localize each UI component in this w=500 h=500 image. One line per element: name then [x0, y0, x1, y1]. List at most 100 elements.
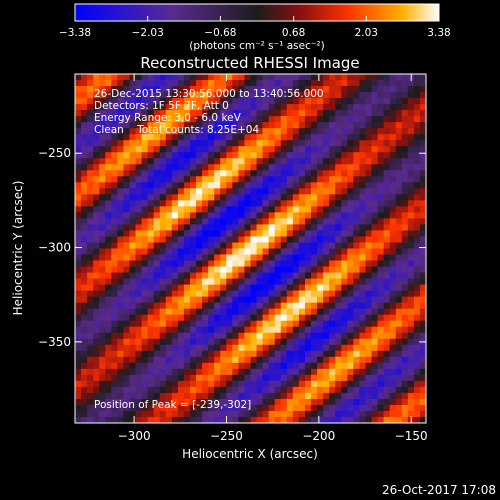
heatmap-cell [147, 404, 155, 412]
heatmap-cell [274, 122, 282, 129]
heatmap-cell [129, 290, 137, 298]
heatmap-cell [214, 188, 221, 195]
heatmap-cell [256, 170, 264, 177]
heatmap-cell [75, 284, 82, 292]
heatmap-cell [153, 140, 161, 147]
heatmap-cell [147, 92, 155, 99]
heatmap-cell [304, 176, 312, 183]
heatmap-cell [250, 278, 258, 286]
heatmap-cell [419, 218, 426, 226]
heatmap-cell [189, 356, 197, 364]
heatmap-cell [87, 80, 94, 87]
heatmap-cell [256, 218, 264, 226]
heatmap-cell [359, 326, 367, 334]
heatmap-cell [383, 248, 391, 256]
heatmap-cell [389, 152, 397, 159]
heatmap-cell [401, 176, 409, 183]
heatmap-cell [129, 380, 137, 388]
heatmap-cell [353, 92, 361, 99]
heatmap-cell [377, 260, 385, 268]
heatmap-cell [304, 122, 312, 129]
heatmap-cell [238, 206, 246, 213]
heatmap-cell [129, 392, 137, 400]
heatmap-cell [183, 338, 191, 346]
heatmap-cell [323, 170, 330, 177]
heatmap-cell [335, 380, 342, 388]
heatmap-cell [232, 374, 239, 382]
heatmap-cell [159, 410, 167, 418]
heatmap-cell [353, 236, 361, 244]
heatmap-cell [280, 314, 288, 322]
heatmap-cell [214, 140, 221, 147]
heatmap-cell [250, 98, 258, 105]
heatmap-cell [383, 158, 391, 165]
heatmap-cell [286, 212, 294, 220]
heatmap-cell [280, 218, 288, 226]
heatmap-cell [232, 140, 239, 147]
heatmap-cell [135, 212, 143, 220]
heatmap-cell [383, 194, 391, 201]
heatmap-cell [292, 374, 300, 382]
heatmap-cell [407, 302, 415, 310]
heatmap-cell [341, 194, 348, 201]
heatmap-cell [389, 230, 397, 238]
heatmap-cell [226, 308, 233, 316]
heatmap-cell [395, 134, 403, 141]
heatmap-cell [329, 332, 336, 340]
heatmap-cell [171, 176, 179, 183]
heatmap-cell [353, 194, 361, 201]
heatmap-cell [111, 200, 118, 207]
heatmap-cell [135, 332, 143, 340]
heatmap-cell [208, 206, 215, 213]
heatmap-cell [105, 80, 112, 87]
heatmap-cell [111, 164, 118, 171]
heatmap-cell [256, 272, 264, 280]
heatmap-cell [389, 260, 397, 268]
heatmap-cell [419, 86, 426, 93]
heatmap-cell [117, 86, 125, 93]
heatmap-cell [129, 86, 137, 93]
heatmap-cell [407, 230, 415, 238]
heatmap-cell [311, 110, 318, 117]
heatmap-cell [147, 356, 155, 364]
heatmap-cell [232, 122, 239, 129]
heatmap-cell [401, 116, 409, 123]
heatmap-cell [377, 164, 385, 171]
heatmap-cell [353, 134, 361, 141]
heatmap-cell [353, 320, 361, 328]
heatmap-cell [383, 230, 391, 238]
heatmap-cell [298, 368, 306, 376]
heatmap-cell [183, 170, 191, 177]
heatmap-cell [419, 116, 426, 123]
heatmap-cell [274, 386, 282, 394]
heatmap-cell [105, 296, 112, 304]
heatmap-cell [359, 158, 367, 165]
heatmap-cell [329, 176, 336, 183]
heatmap-cell [250, 188, 258, 195]
heatmap-cell [262, 368, 270, 376]
heatmap-cell [274, 110, 282, 117]
heatmap-cell [244, 410, 252, 418]
heatmap-cell [183, 200, 191, 207]
heatmap-cell [329, 404, 336, 412]
heatmap-cell [353, 386, 361, 394]
heatmap-cell [244, 416, 252, 423]
heatmap-cell [129, 224, 137, 232]
heatmap-cell [353, 122, 361, 129]
heatmap-cell [298, 236, 306, 244]
heatmap-cell [341, 188, 348, 195]
heatmap-cell [383, 386, 391, 394]
heatmap-cell [159, 110, 167, 117]
heatmap-cell [341, 158, 348, 165]
heatmap-cell [81, 134, 88, 141]
heatmap-cell [105, 158, 112, 165]
heatmap-cell [311, 194, 318, 201]
heatmap-cell [335, 242, 342, 250]
heatmap-cell [147, 410, 155, 418]
heatmap-cell [304, 164, 312, 171]
heatmap-cell [371, 218, 379, 226]
heatmap-cell [75, 140, 82, 147]
heatmap-cell [105, 272, 112, 280]
heatmap-cell [87, 260, 94, 268]
heatmap-cell [323, 302, 330, 310]
